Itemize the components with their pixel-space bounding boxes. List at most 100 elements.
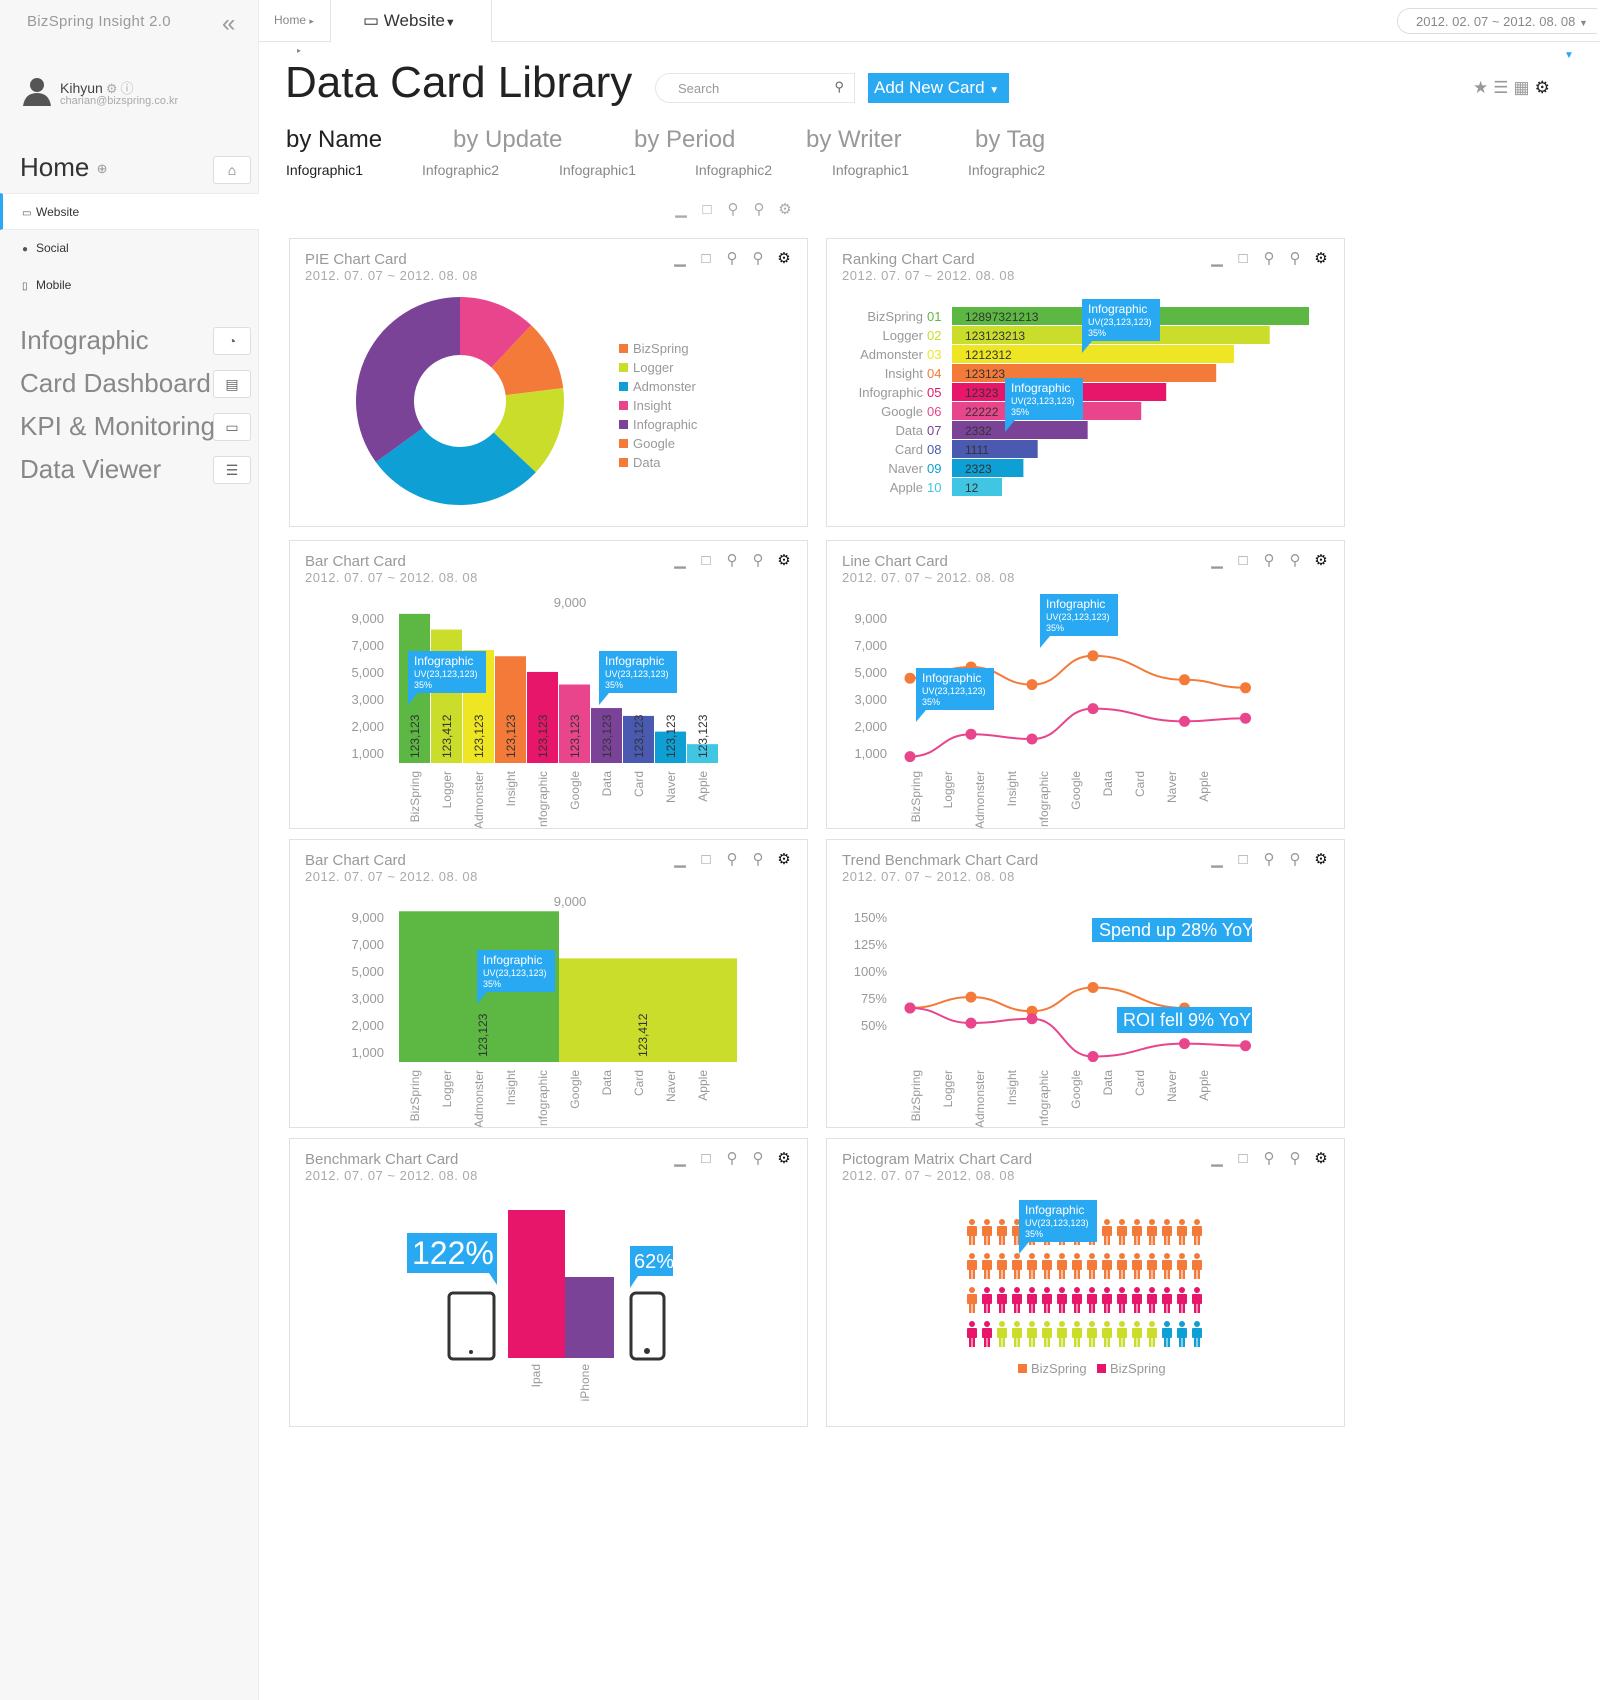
data-card[interactable]: Bar Chart Card 2012. 07. 07 ~ 2012. 08. 0… bbox=[289, 839, 808, 1128]
zoom-out-icon[interactable]: ⚲ bbox=[1289, 250, 1301, 267]
settings-icon[interactable]: ⚙ bbox=[778, 201, 792, 218]
monitor-icon[interactable]: ▭ bbox=[213, 413, 251, 441]
zoom-in-icon[interactable]: ⚲ bbox=[726, 250, 738, 267]
dropdown-arrow-icon[interactable]: ▼ bbox=[1564, 50, 1574, 61]
person-leg bbox=[1137, 1270, 1140, 1279]
minimize-icon[interactable]: ▁ bbox=[674, 250, 686, 267]
filter-by-writer[interactable]: by Writer bbox=[806, 126, 902, 153]
settings-icon[interactable]: ⚙ bbox=[777, 552, 791, 569]
sidebar-item-mobile[interactable]: ▯ Mobile bbox=[0, 267, 259, 304]
maximize-icon[interactable]: □ bbox=[701, 552, 711, 569]
home-icon[interactable]: ⌂ bbox=[213, 156, 251, 184]
zoom-out-icon[interactable]: ⚲ bbox=[753, 201, 765, 218]
person-icon bbox=[1012, 1253, 1022, 1279]
zoom-out-icon[interactable]: ⚲ bbox=[752, 1150, 764, 1167]
data-card[interactable]: PIE Chart Card 2012. 07. 07 ~ 2012. 08. 0… bbox=[289, 238, 808, 527]
nav-infographic[interactable]: Infographic bbox=[20, 325, 149, 355]
collapse-sidebar-icon[interactable]: « bbox=[222, 10, 236, 37]
info-icon[interactable]: ⓘ bbox=[120, 81, 134, 96]
settings-icon[interactable]: ⚙ bbox=[1534, 78, 1550, 97]
filter-sub-1[interactable]: Infographic1 bbox=[286, 162, 364, 178]
search-icon[interactable]: ⚲ bbox=[834, 79, 844, 94]
nav-home[interactable]: Home ⊕ bbox=[20, 152, 108, 183]
zoom-out-icon[interactable]: ⚲ bbox=[752, 250, 764, 267]
zoom-out-icon[interactable]: ⚲ bbox=[1289, 1150, 1301, 1167]
zoom-in-icon[interactable]: ⚲ bbox=[1263, 1150, 1275, 1167]
filter-by-tag[interactable]: by Tag bbox=[975, 126, 1046, 153]
id-card-icon[interactable]: ▤ bbox=[213, 370, 251, 398]
settings-icon[interactable]: ⚙ bbox=[1314, 1150, 1328, 1167]
filter-sub-5[interactable]: Infographic1 bbox=[832, 162, 910, 178]
filter-by-name[interactable]: by Name bbox=[286, 126, 383, 153]
zoom-out-icon[interactable]: ⚲ bbox=[1289, 552, 1301, 569]
zoom-in-icon[interactable]: ⚲ bbox=[1263, 552, 1275, 569]
maximize-icon[interactable]: □ bbox=[701, 1150, 711, 1167]
maximize-icon[interactable]: □ bbox=[701, 851, 711, 868]
nav-data-viewer[interactable]: Data Viewer bbox=[20, 454, 162, 484]
filter-sub-4[interactable]: Infographic2 bbox=[695, 162, 773, 178]
zoom-in-icon[interactable]: ⚲ bbox=[1263, 250, 1275, 267]
zoom-in-icon[interactable]: ⚲ bbox=[727, 201, 739, 218]
minimize-icon[interactable]: ▁ bbox=[674, 552, 686, 569]
minimize-icon[interactable]: ▁ bbox=[674, 851, 686, 868]
settings-icon[interactable]: ⚙ bbox=[777, 1150, 791, 1167]
filter-sub-2[interactable]: Infographic2 bbox=[422, 162, 500, 178]
maximize-icon[interactable]: □ bbox=[702, 201, 712, 218]
settings-icon[interactable]: ⚙ bbox=[777, 250, 791, 267]
zoom-out-icon[interactable]: ⚲ bbox=[752, 552, 764, 569]
settings-icon[interactable]: ⚙ bbox=[1314, 250, 1328, 267]
sidebar-item-website[interactable]: ▭ Website bbox=[0, 193, 259, 230]
filter-by-period[interactable]: by Period bbox=[634, 126, 736, 153]
settings-icon[interactable]: ⚙ bbox=[777, 851, 791, 868]
data-card[interactable]: Bar Chart Card 2012. 07. 07 ~ 2012. 08. 0… bbox=[289, 540, 808, 829]
star-icon[interactable]: ★ bbox=[1473, 78, 1489, 97]
maximize-icon[interactable]: □ bbox=[1238, 1150, 1248, 1167]
grid-view-icon[interactable]: ▦ bbox=[1513, 78, 1530, 97]
minimize-icon[interactable]: ▁ bbox=[1211, 552, 1223, 569]
maximize-icon[interactable]: □ bbox=[1238, 250, 1248, 267]
minimize-icon[interactable]: ▁ bbox=[1211, 851, 1223, 868]
sidebar-item-social[interactable]: ● Social bbox=[0, 230, 259, 267]
add-circle-icon[interactable]: ⊕ bbox=[96, 161, 108, 177]
search-input[interactable]: Search ⚲ bbox=[655, 73, 855, 103]
settings-icon[interactable]: ⚙ bbox=[1314, 552, 1328, 569]
filter-sub-3[interactable]: Infographic1 bbox=[559, 162, 637, 178]
tab-website[interactable]: ▭ Website▼ bbox=[330, 0, 492, 42]
data-card[interactable]: Trend Benchmark Chart Card 2012. 07. 07 ~… bbox=[826, 839, 1345, 1128]
list-view-icon[interactable]: ☰ bbox=[1493, 78, 1509, 97]
filter-by-update[interactable]: by Update bbox=[453, 126, 563, 153]
legend-swatch bbox=[1097, 1364, 1106, 1373]
data-card[interactable]: Pictogram Matrix Chart Card 2012. 07. 07 … bbox=[826, 1138, 1345, 1427]
zoom-in-icon[interactable]: ⚲ bbox=[726, 552, 738, 569]
row-rank: 03 bbox=[927, 347, 941, 362]
nav-card-dashboard[interactable]: Card Dashboard bbox=[20, 368, 211, 398]
breadcrumb[interactable]: Home ▸ bbox=[274, 13, 314, 27]
zoom-out-icon[interactable]: ⚲ bbox=[1289, 851, 1301, 868]
date-range-picker[interactable]: 2012. 02. 07 ~ 2012. 08. 08 ▼ bbox=[1397, 8, 1597, 34]
person-body bbox=[1102, 1226, 1112, 1236]
minimize-icon[interactable]: ▁ bbox=[1211, 1150, 1223, 1167]
filter-sub-6[interactable]: Infographic2 bbox=[968, 162, 1046, 178]
minimize-icon[interactable]: ▁ bbox=[1211, 250, 1223, 267]
data-point bbox=[1026, 1013, 1038, 1025]
pie-chart-icon[interactable]: ◔ bbox=[213, 327, 251, 355]
minimize-icon[interactable]: ▁ bbox=[675, 201, 687, 218]
data-card[interactable]: Benchmark Chart Card 2012. 07. 07 ~ 2012.… bbox=[289, 1138, 808, 1427]
minimize-icon[interactable]: ▁ bbox=[674, 1150, 686, 1167]
zoom-in-icon[interactable]: ⚲ bbox=[1263, 851, 1275, 868]
breadcrumb-home[interactable]: Home bbox=[274, 13, 307, 27]
pie-slice bbox=[460, 297, 532, 368]
gear-icon[interactable]: ⚙ bbox=[105, 81, 118, 96]
database-icon[interactable]: ☰ bbox=[213, 456, 251, 484]
data-card[interactable]: Line Chart Card 2012. 07. 07 ~ 2012. 08. … bbox=[826, 540, 1345, 829]
zoom-in-icon[interactable]: ⚲ bbox=[726, 851, 738, 868]
settings-icon[interactable]: ⚙ bbox=[1314, 851, 1328, 868]
maximize-icon[interactable]: □ bbox=[701, 250, 711, 267]
maximize-icon[interactable]: □ bbox=[1238, 851, 1248, 868]
maximize-icon[interactable]: □ bbox=[1238, 552, 1248, 569]
nav-kpi-monitoring[interactable]: KPI & Monitoring bbox=[20, 411, 216, 441]
zoom-out-icon[interactable]: ⚲ bbox=[752, 851, 764, 868]
data-card[interactable]: Ranking Chart Card 2012. 07. 07 ~ 2012. 0… bbox=[826, 238, 1345, 527]
zoom-in-icon[interactable]: ⚲ bbox=[726, 1150, 738, 1167]
add-new-card-button[interactable]: Add New Card ▼ bbox=[868, 73, 1009, 103]
